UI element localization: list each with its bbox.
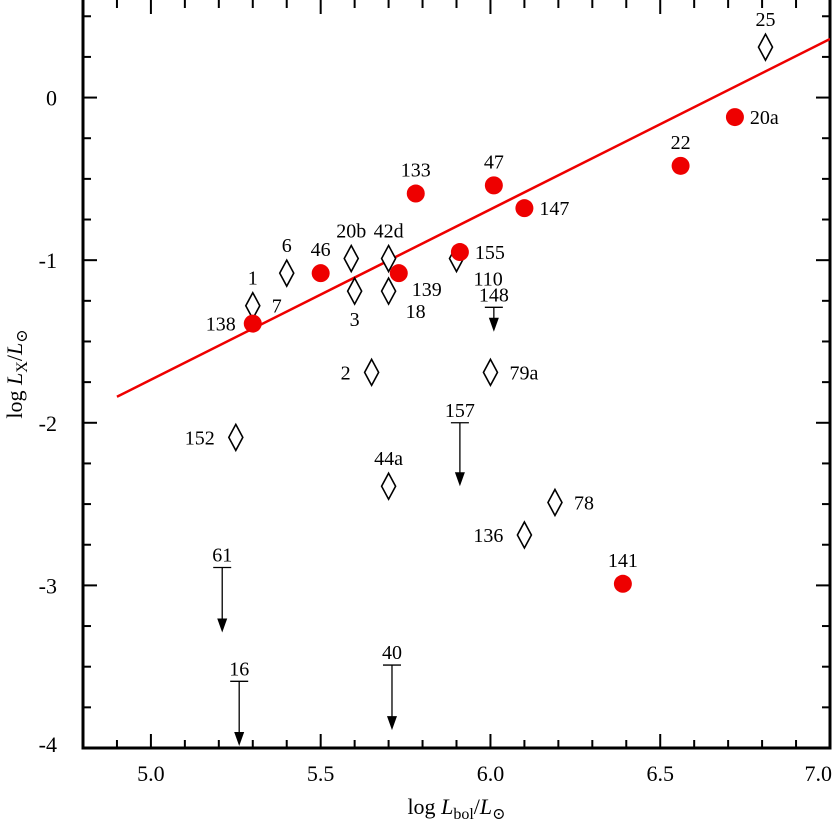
filled-circle-marker [450,243,469,262]
axis-label-part: X [14,361,31,373]
limit-arrow-head [234,732,245,746]
axis-label-part: L [2,373,27,386]
point-label: 1 [248,268,258,290]
axes-frame [81,0,832,750]
y-tick-label: -3 [39,573,57,598]
upper-limit-group: 148 157 61 16 40 [212,284,509,746]
x-tick-label: 6.5 [646,761,674,786]
open-diamond-marker [380,243,397,274]
filled-circle-marker [484,176,503,195]
y-axis-label: log LX/L⊙ [2,329,31,418]
point-label: 157 [445,400,475,422]
point-label: 155 [475,242,505,264]
axis-label-part: L [479,794,492,819]
filled-circle-group [243,108,744,593]
open-diamond-marker [547,487,563,518]
limit-arrow-head [217,618,228,633]
point-label: 148 [479,284,509,306]
point-label: 20b [336,221,366,243]
point-label: 20a [750,107,779,129]
point-label: 61 [212,545,232,567]
open-diamond-marker [278,258,295,288]
point-label: 46 [311,239,331,261]
point-label: 138 [206,314,236,336]
open-diamond-marker [363,357,380,388]
axis-label-part: L [440,794,453,819]
limit-arrow-head [454,472,465,487]
open-diamond-marker [482,357,499,388]
y-tick-label: -2 [39,411,57,436]
filled-circle-marker [406,184,425,203]
plot-frame [81,0,832,750]
axis-label-part: log [407,794,441,819]
point-label: 139 [412,279,442,301]
filled-circle-marker [725,108,744,127]
point-label: 3 [350,309,360,331]
open-diamond-group [227,32,774,550]
open-diamond-marker [757,32,774,62]
point-label: 79a [509,362,538,384]
axis-label-part: L [2,343,27,356]
x-axis-label: log Lbol/L⊙ [407,794,505,819]
y-tick-label: 0 [46,86,57,111]
point-label: 110 [474,269,503,291]
point-label: 2 [341,362,351,384]
filled-circle-marker [311,264,330,283]
axis-label-part: ⊙ [14,329,31,342]
point-label: 147 [539,198,569,220]
fit-line [116,37,830,398]
filled-circle-marker [243,314,262,333]
point-label: 42d [374,221,404,243]
point-label: 141 [608,550,638,572]
filled-circle-marker [515,199,534,218]
point-label: 47 [484,151,504,173]
open-diamond-marker [380,276,397,306]
filled-circle-marker [389,264,408,283]
point-label: 78 [574,492,594,514]
axis-label-part: / [2,354,27,361]
axis-tick-labels: 5.0 5.5 6.0 6.5 7.0 0 -1 -2 -3 -4 [39,86,832,786]
point-label: 136 [473,525,503,547]
point-label: 40 [382,642,402,664]
fit-line-group [116,37,830,398]
limit-arrow-head [386,716,397,731]
point-label: 6 [282,235,292,257]
x-tick-label: 7.0 [805,761,832,786]
point-label: 133 [401,160,431,182]
x-tick-label: 5.0 [137,761,165,786]
limit-arrow-head [488,317,499,332]
y-tick-label: -1 [39,248,57,273]
axis-label-part: log [2,385,27,419]
open-diamond-marker [346,276,363,306]
x-tick-label: 5.5 [307,761,335,786]
filled-circle-marker [613,574,632,593]
open-diamond-marker [380,471,397,501]
point-label: 7 [272,296,282,318]
point-label: 18 [406,301,426,323]
filled-circle-marker [671,156,690,175]
open-diamond-marker [343,243,360,274]
point-label-group: 17 6 20b 3 42d 18 110 2 79a 152 44a 78 136 25 138 46 139… [185,9,779,572]
x-tick-label: 6.0 [477,761,505,786]
point-label: 44a [374,448,403,470]
axis-label-part: / [474,794,481,819]
axis-label-part: bol [453,806,474,819]
open-diamond-marker [516,520,533,550]
point-label: 22 [671,132,691,154]
axis-ticks [82,0,831,749]
y-tick-label: -4 [39,732,57,757]
axis-label-part: ⊙ [492,806,505,819]
point-label: 25 [755,9,775,31]
open-diamond-marker [227,422,244,453]
point-label: 16 [229,658,249,680]
point-label: 152 [185,427,215,449]
